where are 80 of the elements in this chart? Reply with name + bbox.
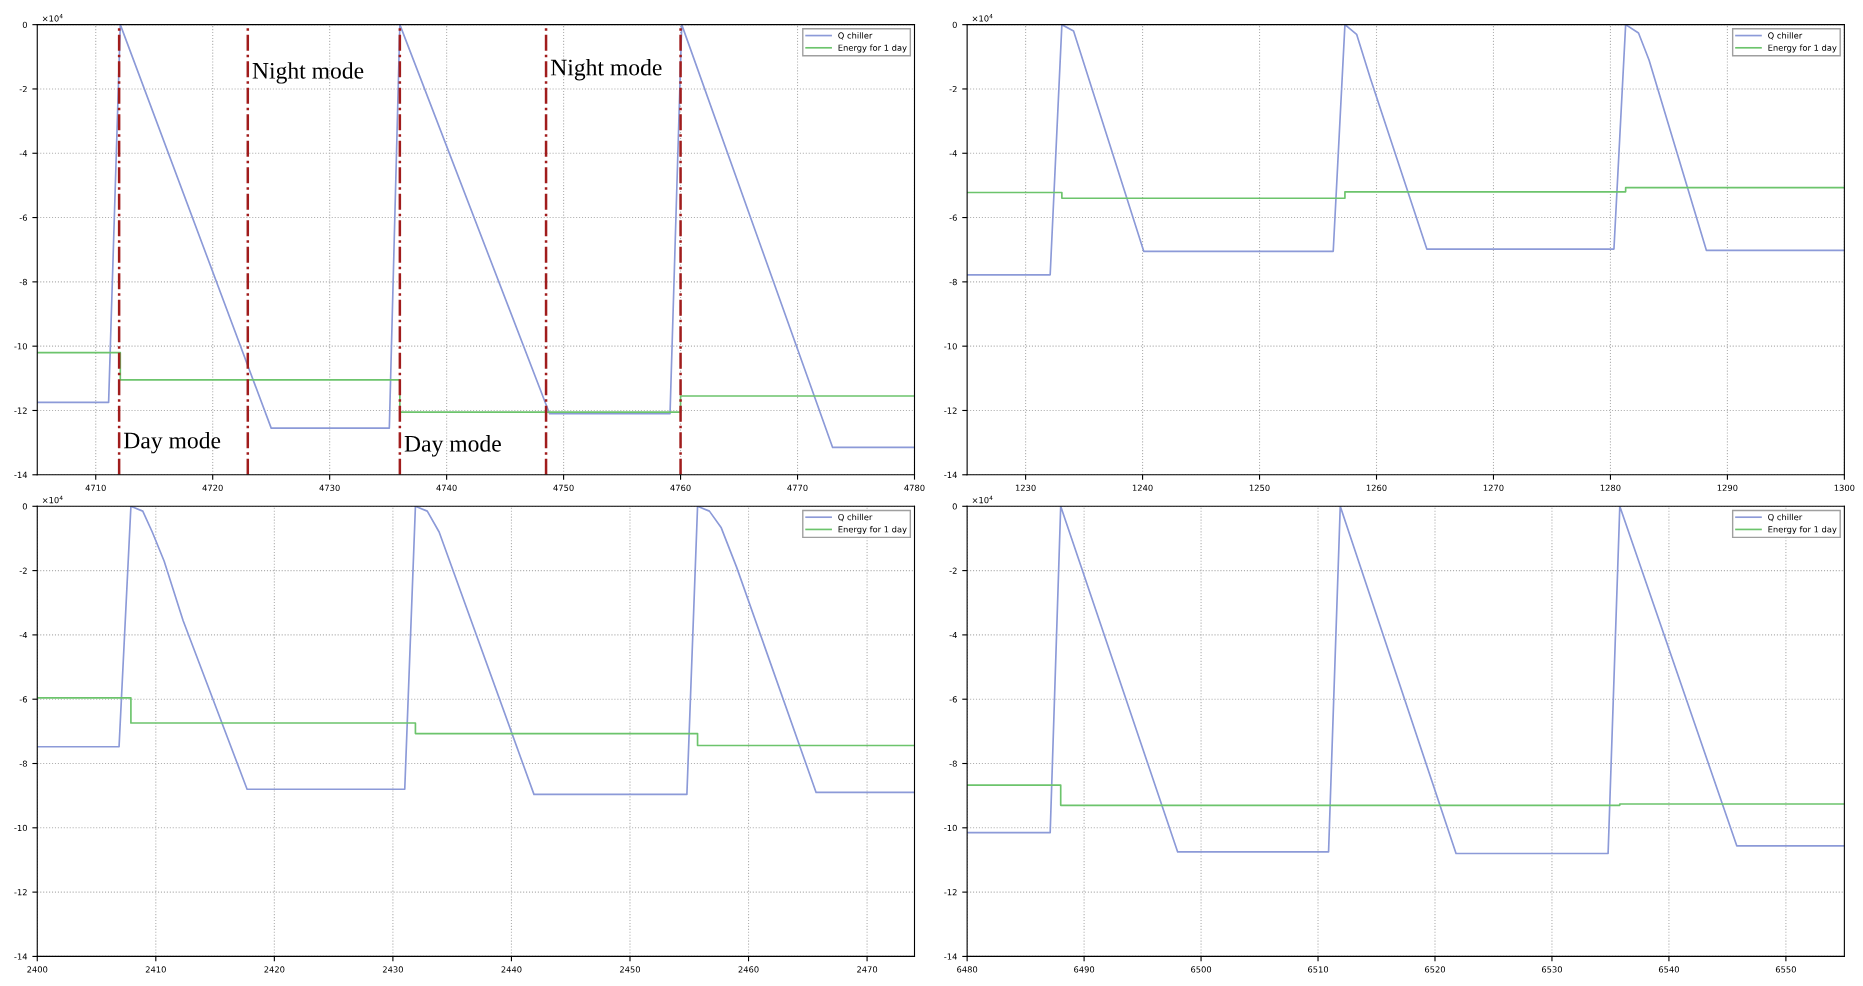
y-tick-label: -8 bbox=[19, 760, 27, 767]
legend-label: Energy for 1 day bbox=[838, 526, 907, 535]
y-tick-label: 0 bbox=[22, 503, 27, 510]
annotation: Day mode bbox=[404, 435, 501, 457]
x-tick-label: 6510 bbox=[1308, 966, 1329, 973]
y-tick-label: -6 bbox=[949, 696, 957, 703]
y-tick-label: -2 bbox=[949, 85, 957, 93]
y-tick-label: -4 bbox=[949, 150, 957, 157]
x-tick-label: 4720 bbox=[202, 484, 223, 491]
x-tick-label: 4770 bbox=[787, 484, 808, 491]
y-tick-label: -12 bbox=[14, 889, 27, 896]
y-tick-label: -10 bbox=[14, 343, 27, 350]
x-tick-label: 2410 bbox=[145, 966, 166, 973]
x-tick-label: 1250 bbox=[1249, 484, 1270, 491]
legend-label: Energy for 1 day bbox=[1768, 526, 1837, 535]
x-tick-label: 1300 bbox=[1834, 484, 1855, 491]
y-tick-label: -14 bbox=[14, 471, 28, 478]
y-tick-label: 0 bbox=[22, 21, 27, 28]
legend-label: Q chiller bbox=[1768, 513, 1803, 522]
x-tick-label: 1270 bbox=[1483, 484, 1504, 491]
legend-label: Energy for 1 day bbox=[838, 44, 907, 53]
y-tick-label: -12 bbox=[14, 407, 27, 414]
y-tick-label: -4 bbox=[19, 150, 28, 157]
text: ×10$^{4}$ bbox=[42, 495, 63, 504]
x-tick-label: 2450 bbox=[619, 966, 641, 973]
y-tick-label: 0 bbox=[952, 503, 957, 510]
annotation: Night mode bbox=[550, 58, 662, 81]
y-tick-label: -8 bbox=[949, 760, 957, 767]
y-tick-label: -10 bbox=[14, 824, 27, 832]
y-tick-label: -4 bbox=[19, 631, 28, 639]
y-tick-label: -2 bbox=[19, 567, 27, 574]
y-tick-label: -10 bbox=[944, 824, 957, 832]
x-tick-label: 6480 bbox=[957, 966, 978, 973]
annotation: Night mode bbox=[252, 62, 364, 84]
y-tick-label: -4 bbox=[949, 631, 957, 639]
x-tick-label: 1230 bbox=[1015, 484, 1036, 491]
x-tick-label: 4780 bbox=[904, 484, 925, 491]
x-tick-label: 6540 bbox=[1658, 966, 1679, 973]
y-tick-label: -12 bbox=[944, 889, 957, 896]
x-tick-label: 4730 bbox=[319, 484, 340, 491]
x-tick-label: 6520 bbox=[1424, 966, 1446, 973]
y-tick-label: -14 bbox=[944, 953, 957, 960]
x-tick-label: 4760 bbox=[670, 484, 691, 491]
y-tick-label: -8 bbox=[949, 278, 957, 286]
x-tick-label: 6490 bbox=[1074, 966, 1095, 973]
y-tick-label: -14 bbox=[14, 953, 28, 960]
legend-label: Q chiller bbox=[838, 32, 873, 40]
y-tick-label: -12 bbox=[944, 407, 957, 414]
x-tick-label: 1290 bbox=[1717, 484, 1738, 491]
x-tick-label: 6500 bbox=[1191, 966, 1212, 973]
text: ×10$^{4}$ bbox=[42, 14, 63, 22]
annotation: Day mode bbox=[123, 431, 221, 454]
x-tick-label: 2470 bbox=[857, 966, 878, 973]
x-tick-label: 1280 bbox=[1600, 484, 1621, 491]
legend-label: Q chiller bbox=[1768, 32, 1803, 40]
y-tick-label: -14 bbox=[944, 471, 957, 478]
x-tick-label: 4710 bbox=[85, 484, 106, 491]
x-tick-label: 1260 bbox=[1366, 484, 1387, 491]
y-tick-label: -2 bbox=[949, 567, 957, 574]
text: ×10$^{4}$ bbox=[972, 495, 993, 504]
x-tick-label: 1240 bbox=[1132, 484, 1153, 491]
x-tick-label: 4740 bbox=[436, 484, 457, 491]
y-tick-label: 0 bbox=[952, 21, 957, 28]
y-tick-label: -6 bbox=[19, 214, 28, 221]
text: ×10$^{4}$ bbox=[972, 14, 993, 22]
y-tick-label: -6 bbox=[19, 696, 28, 703]
x-tick-label: 2420 bbox=[264, 966, 285, 973]
x-tick-label: 2440 bbox=[501, 966, 522, 973]
legend-label: Energy for 1 day bbox=[1768, 44, 1837, 53]
y-tick-label: -8 bbox=[19, 278, 27, 286]
legend-label: Q chiller bbox=[838, 513, 873, 522]
x-tick-label: 2460 bbox=[738, 966, 759, 973]
y-tick-label: -6 bbox=[949, 214, 957, 221]
x-tick-label: 4750 bbox=[553, 484, 574, 491]
x-tick-label: 6530 bbox=[1541, 966, 1563, 973]
y-tick-label: -2 bbox=[19, 85, 27, 93]
y-tick-label: -10 bbox=[944, 343, 957, 350]
x-tick-label: 2430 bbox=[382, 966, 403, 973]
x-tick-label: 2400 bbox=[27, 966, 48, 973]
x-tick-label: 6550 bbox=[1775, 966, 1796, 973]
